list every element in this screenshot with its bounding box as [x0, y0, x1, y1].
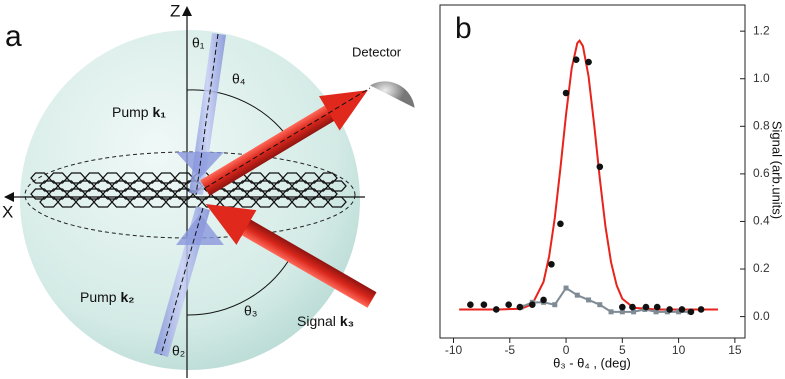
- data-point: [597, 302, 603, 308]
- data-point: [631, 309, 637, 315]
- data-point: [516, 303, 524, 311]
- hexagon: [327, 180, 347, 192]
- beam-head: [318, 90, 368, 131]
- data-point: [528, 301, 536, 309]
- angle-label: θ₂: [172, 343, 185, 359]
- beam-symbol: k₃: [340, 313, 354, 329]
- hexagon: [318, 188, 338, 200]
- beam-text: Signal: [297, 313, 336, 329]
- data-point: [585, 58, 592, 66]
- data-point: [642, 303, 650, 311]
- data-point: [552, 302, 558, 308]
- data-point: [557, 220, 564, 228]
- data-point: [574, 292, 580, 298]
- panel-label: a: [5, 20, 22, 53]
- angle-label: θ₃: [244, 303, 258, 319]
- beam-axis: [160, 207, 204, 356]
- x-tick-label: -10: [445, 343, 463, 357]
- y-tick-label: 0.4: [753, 214, 770, 228]
- data-point: [629, 303, 636, 311]
- signal-beam-in: [205, 204, 377, 308]
- data-point: [563, 285, 569, 291]
- data-point: [653, 309, 659, 315]
- beam-label: Signal k₃: [297, 313, 354, 329]
- beam-symbol: k₂: [120, 289, 134, 305]
- data-point: [548, 260, 555, 268]
- axis-label: X: [2, 202, 13, 221]
- z-arrow: [182, 6, 192, 16]
- y-tick-label: 0.0: [753, 309, 770, 323]
- angle-label: θ₁: [192, 35, 205, 51]
- data-point: [572, 56, 580, 64]
- data-point: [608, 309, 614, 315]
- data-point: [586, 297, 592, 303]
- beam-axis: [195, 33, 219, 196]
- beam-label: Pump k₁: [112, 104, 166, 120]
- y-tick-label: 0.6: [753, 166, 770, 180]
- pump-arrowhead: [176, 152, 224, 245]
- data-point: [619, 309, 625, 315]
- data-point: [697, 306, 705, 313]
- angle-label: θ₄: [232, 71, 246, 87]
- data-point: [653, 303, 661, 311]
- data-point: [492, 306, 500, 313]
- x-arrow: [4, 192, 14, 202]
- angle-arc: [186, 254, 293, 316]
- angle-arc: [186, 89, 291, 141]
- plot-frame: [439, 4, 746, 339]
- x-tick-label: 0: [563, 343, 570, 357]
- y-axis-label: Signal (arb.units): [770, 121, 785, 219]
- sphere: [20, 30, 360, 370]
- data-point: [505, 301, 512, 309]
- detector-label: Detector: [352, 44, 402, 59]
- beam-axis: [204, 87, 371, 189]
- beam-text: Pump: [80, 289, 117, 305]
- data-point: [562, 89, 570, 97]
- x-tick-label: 15: [728, 343, 742, 357]
- series-line: [520, 286, 690, 313]
- hexagon: [318, 172, 338, 184]
- data-point: [619, 303, 626, 311]
- data-point: [480, 301, 488, 309]
- x-axis-label: θ₃ - θ₄ , (deg): [553, 355, 631, 370]
- series-line: [459, 39, 718, 311]
- beam-head: [205, 204, 257, 245]
- diagram: a Z X θ₁ θ₄ θ₃ θ₂ Detector Pump k₁ Pump …: [2, 1, 415, 378]
- panel-label: b: [455, 12, 472, 45]
- x-tick-label: -5: [504, 343, 515, 357]
- y-tick-label: 1.0: [753, 71, 770, 85]
- data-point: [676, 309, 682, 315]
- data-point: [678, 306, 686, 313]
- chart: b θ₃ - θ₄ , (deg) Signal (arb.units) -10…: [439, 4, 785, 370]
- beam-label: Pump k₂: [80, 289, 134, 305]
- data-point: [540, 296, 547, 304]
- beam-text: Pump: [112, 104, 149, 120]
- y-tick-label: 0.2: [753, 261, 770, 275]
- detector: [370, 81, 415, 108]
- data-point: [467, 301, 474, 309]
- beam-symbol: k₁: [152, 104, 166, 120]
- x-tick-label: 5: [619, 343, 626, 357]
- axis-label: Z: [170, 1, 180, 20]
- data-point: [666, 306, 673, 313]
- y-tick-label: 0.8: [753, 118, 770, 132]
- x-tick-label: 10: [672, 343, 686, 357]
- beam-body: [237, 217, 377, 308]
- data-point: [687, 308, 695, 316]
- data-point: [596, 163, 604, 171]
- y-tick-label: 1.2: [753, 23, 770, 37]
